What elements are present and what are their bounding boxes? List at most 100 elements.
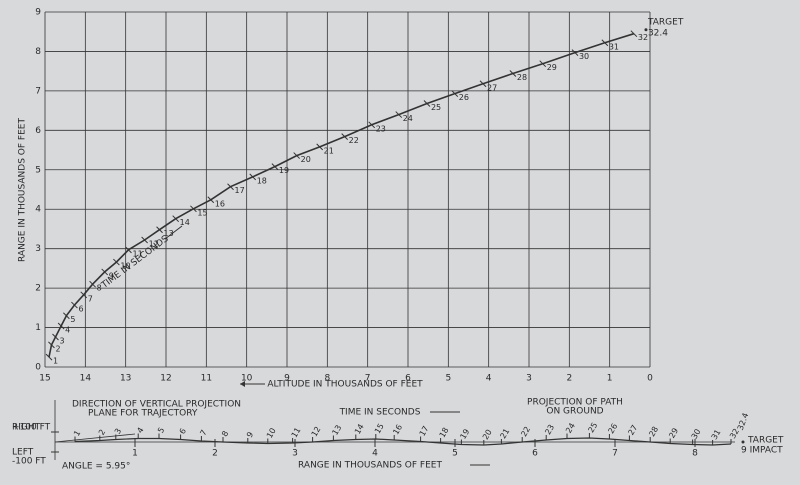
side-label: LEFT xyxy=(12,448,34,458)
x-tick-label: 12 xyxy=(160,374,171,384)
time-label: 22 xyxy=(349,136,359,145)
direction-line xyxy=(54,433,136,443)
time-label: 20 xyxy=(301,155,311,164)
time-label: 23 xyxy=(543,423,556,436)
time-label: 21 xyxy=(499,427,512,440)
time-label: 13 xyxy=(164,229,174,238)
time-label: 21 xyxy=(324,146,334,155)
time-tick xyxy=(172,215,180,223)
time-label: 7 xyxy=(199,428,209,437)
x-tick-label: 3 xyxy=(526,374,532,384)
time-label: 15 xyxy=(197,208,207,217)
x-tick-label: 7 xyxy=(612,449,618,459)
time-label: 30 xyxy=(579,52,589,61)
impact-point xyxy=(741,440,745,444)
time-tick xyxy=(539,60,547,68)
time-label: 18 xyxy=(257,176,267,185)
target-time: 32.4 xyxy=(648,28,668,38)
time-label: 31 xyxy=(710,428,723,441)
time-label: 30 xyxy=(690,427,703,440)
time-label: 20 xyxy=(481,428,494,441)
time-tick xyxy=(571,49,579,56)
time-label: 29 xyxy=(547,63,557,72)
time-tick xyxy=(48,341,55,349)
time-label: 28 xyxy=(517,73,527,82)
time-tick xyxy=(630,30,638,38)
time-tick xyxy=(601,39,609,47)
time-label: 23 xyxy=(376,124,386,133)
time-label: 19 xyxy=(459,427,472,440)
x-tick-label: 14 xyxy=(80,374,92,384)
x-tick-label: 1 xyxy=(607,374,613,384)
time-label: 22 xyxy=(519,425,532,438)
time-tick xyxy=(45,353,53,361)
note: PLANE FOR TRAJECTORY xyxy=(88,409,198,419)
time-label: 9 xyxy=(109,271,114,280)
time-tick xyxy=(57,322,65,330)
arrow-head xyxy=(240,381,245,387)
time-label: 11 xyxy=(132,249,142,258)
time-label: 14 xyxy=(180,218,190,227)
y-tick-label: 5 xyxy=(35,165,41,175)
y-axis-label: RANGE IN THOUSANDS OF FEET xyxy=(18,118,28,262)
time-label: 29 xyxy=(667,426,680,439)
y-tick-label: 6 xyxy=(35,126,41,136)
title: PROJECTION OF PATH xyxy=(527,398,623,408)
time-label: 1 xyxy=(53,357,58,366)
time-tick xyxy=(479,80,487,88)
ground-path xyxy=(74,437,732,446)
x-tick-label: 4 xyxy=(486,374,492,384)
x-tick-label: 8 xyxy=(324,374,330,384)
time-label: 24 xyxy=(403,114,413,123)
time-label: 11 xyxy=(290,426,303,439)
arrow xyxy=(164,225,183,240)
x-tick-label: 1 xyxy=(132,449,138,459)
note: ANGLE = 5.95° xyxy=(62,462,130,472)
time-tick xyxy=(80,291,88,299)
y-tick-label: 1 xyxy=(35,323,41,333)
time-label: 5 xyxy=(70,315,75,324)
note: TIME IN SECONDS xyxy=(339,408,421,418)
time-label: 8 xyxy=(97,284,102,293)
y-tick-label: 7 xyxy=(35,86,41,96)
time-label: 6 xyxy=(78,305,83,314)
x-tick-label: 9 xyxy=(284,374,290,384)
trajectory-line xyxy=(48,32,635,358)
time-label: 14 xyxy=(353,422,366,435)
time-label: 7 xyxy=(88,294,93,303)
time-tick xyxy=(89,280,96,288)
x-tick-label: 0 xyxy=(647,374,653,384)
time-label: 15 xyxy=(373,422,386,435)
x-tick-label: 2 xyxy=(212,449,218,459)
time-tick xyxy=(227,183,234,191)
time-label: 10 xyxy=(265,426,278,439)
time-label: 1 xyxy=(72,429,82,438)
time-label: 8 xyxy=(220,429,230,438)
time-tick xyxy=(423,100,431,107)
time-label: 12 xyxy=(149,239,159,248)
time-tick xyxy=(190,205,197,213)
time-tick xyxy=(63,312,70,320)
time-label: 27 xyxy=(487,83,497,92)
time-label: 19 xyxy=(279,166,289,175)
y-tick-label: 3 xyxy=(35,244,41,254)
time-label: 12 xyxy=(310,425,323,438)
title: ON GROUND xyxy=(546,407,603,417)
time-tick xyxy=(125,246,132,254)
time-label: 2 xyxy=(55,344,60,353)
time-tick xyxy=(509,70,517,77)
time-label: 2 xyxy=(97,428,107,437)
time-tick xyxy=(293,152,301,159)
time-tick xyxy=(395,111,403,118)
y-tick-label: 8 xyxy=(35,47,41,57)
time-tick xyxy=(249,173,257,181)
time-tick xyxy=(156,226,163,234)
y-tick-label: 4 xyxy=(35,205,41,215)
target-point xyxy=(644,28,648,32)
time-label: 3 xyxy=(59,337,64,346)
time-label: 17 xyxy=(235,186,245,195)
time-label: 3 xyxy=(113,427,123,436)
x-tick-label: 3 xyxy=(292,449,298,459)
time-tick xyxy=(71,301,78,309)
